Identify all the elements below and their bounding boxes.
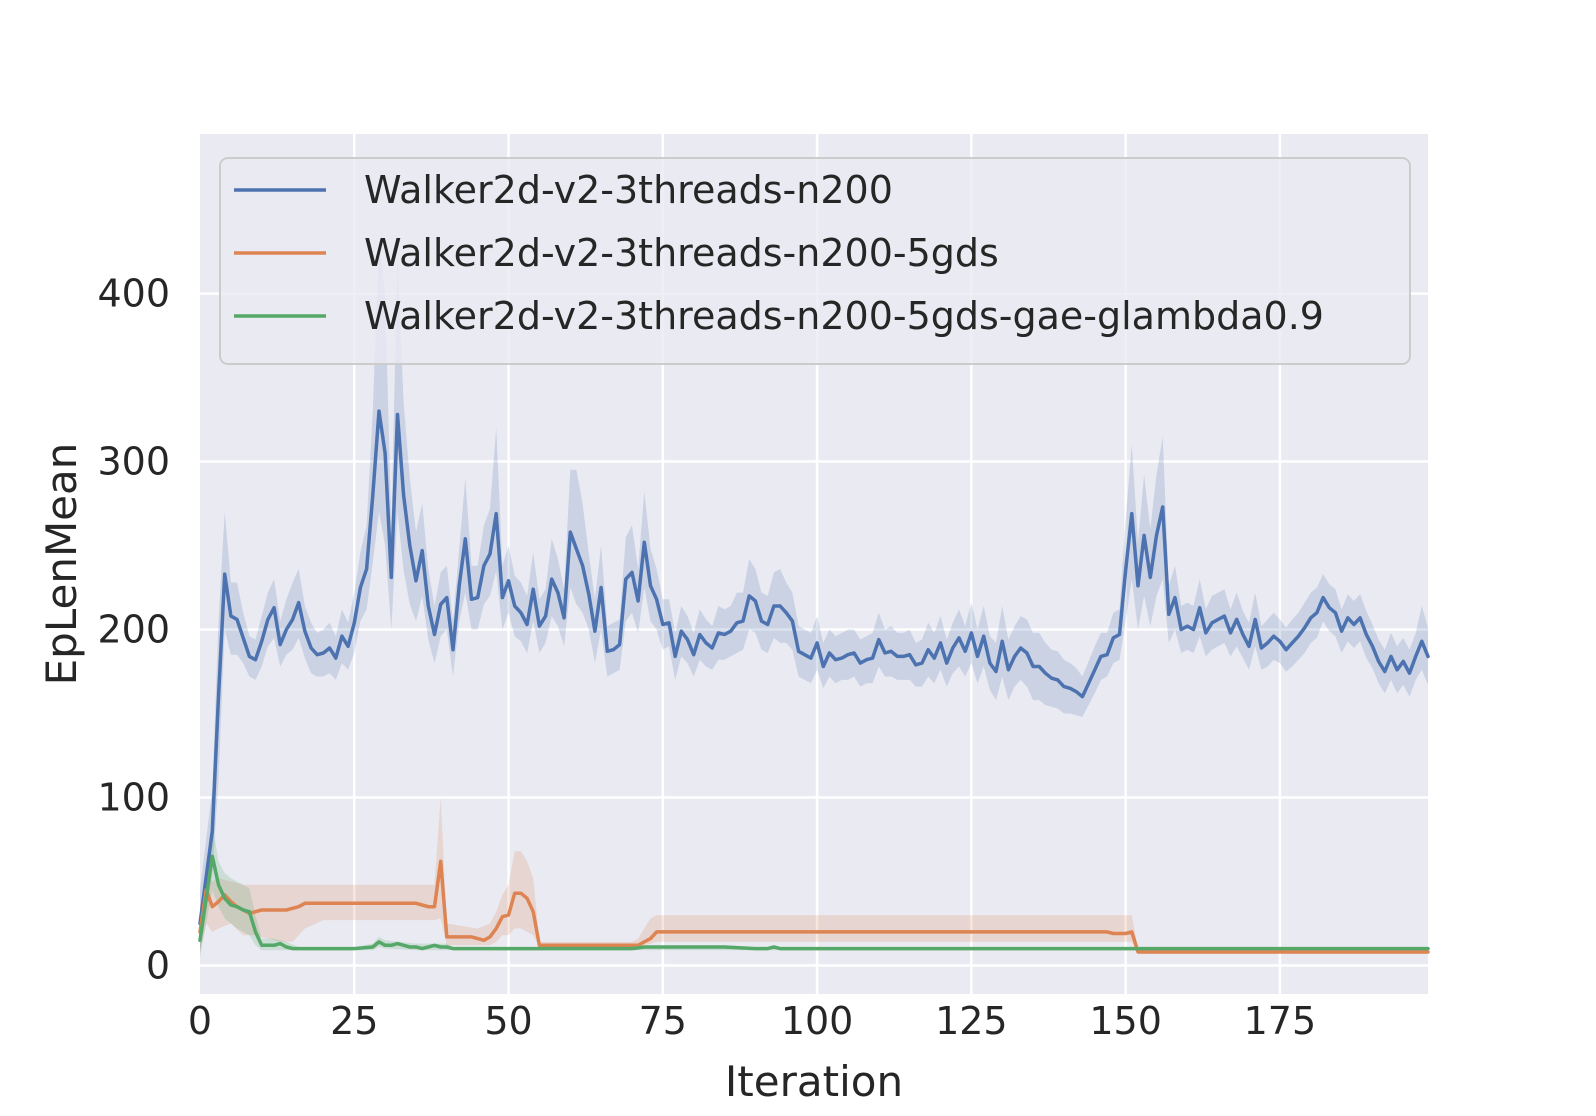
- x-tick-label-175: 175: [1244, 999, 1317, 1043]
- y-tick-label-200: 200: [97, 608, 170, 652]
- x-tick-label-75: 75: [639, 999, 687, 1043]
- legend-label-2: Walker2d-v2-3threads-n200-5gds: [364, 231, 999, 275]
- x-tick-label-100: 100: [781, 999, 854, 1043]
- x-tick-labels: 0 25 50 75 100 125 150 175: [188, 999, 1316, 1043]
- series-3-line: [198, 854, 1430, 951]
- legend-label-3: Walker2d-v2-3threads-n200-5gds-gae-glamb…: [364, 294, 1324, 338]
- series-1-line: [198, 409, 1430, 926]
- x-tick-label-50: 50: [484, 999, 532, 1043]
- x-tick-label-150: 150: [1089, 999, 1162, 1043]
- legend: Walker2d-v2-3threads-n200 Walker2d-v2-3th…: [219, 157, 1411, 365]
- x-tick-label-0: 0: [188, 999, 212, 1043]
- y-tick-label-300: 300: [97, 440, 170, 484]
- legend-box: [219, 157, 1411, 365]
- y-axis-label: EpLenMean: [37, 443, 86, 686]
- y-tick-label-100: 100: [97, 775, 170, 819]
- series-lines: [198, 409, 1430, 954]
- y-tick-labels: 0 100 200 300 400: [97, 272, 170, 988]
- x-axis-label: Iteration: [725, 1057, 903, 1106]
- x-tick-label-25: 25: [330, 999, 378, 1043]
- y-tick-label-0: 0: [146, 943, 170, 987]
- legend-label-1: Walker2d-v2-3threads-n200: [364, 168, 893, 212]
- y-tick-label-400: 400: [97, 272, 170, 316]
- series-2-line: [198, 859, 1430, 954]
- x-tick-label-125: 125: [935, 999, 1008, 1043]
